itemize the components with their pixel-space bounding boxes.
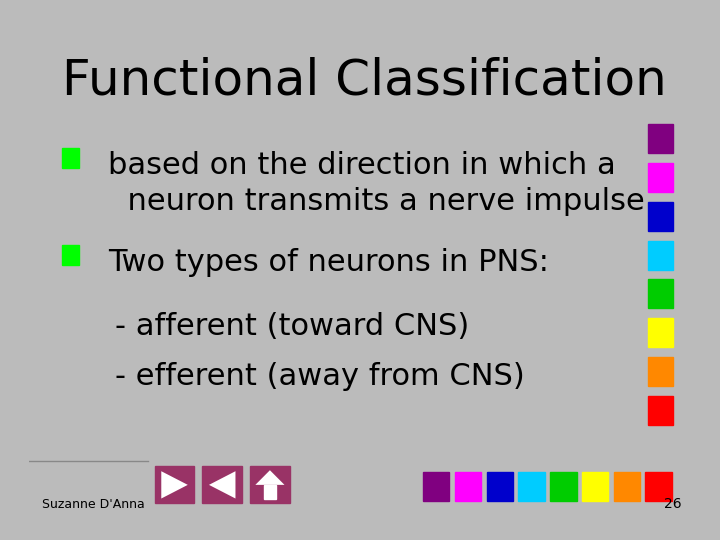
Bar bbox=[648, 202, 673, 231]
Bar bbox=[62, 245, 79, 265]
Bar bbox=[648, 124, 673, 153]
Bar bbox=[648, 241, 673, 269]
Bar bbox=[250, 466, 289, 503]
Text: 26: 26 bbox=[664, 497, 681, 511]
Text: Two types of neurons in PNS:: Two types of neurons in PNS: bbox=[108, 248, 549, 276]
Bar bbox=[264, 485, 276, 498]
Bar bbox=[646, 472, 672, 501]
Polygon shape bbox=[161, 471, 188, 498]
Bar bbox=[518, 472, 545, 501]
Text: Functional Classification: Functional Classification bbox=[62, 56, 667, 104]
Text: - efferent (away from CNS): - efferent (away from CNS) bbox=[115, 362, 525, 391]
Bar bbox=[648, 396, 673, 424]
Bar bbox=[62, 148, 79, 168]
Bar bbox=[648, 163, 673, 192]
Bar bbox=[648, 279, 673, 308]
Bar bbox=[613, 472, 640, 501]
Bar bbox=[423, 472, 449, 501]
Bar bbox=[202, 466, 242, 503]
Bar bbox=[487, 472, 513, 501]
Bar bbox=[582, 472, 608, 501]
Text: - afferent (toward CNS): - afferent (toward CNS) bbox=[115, 312, 469, 341]
Bar bbox=[648, 318, 673, 347]
Polygon shape bbox=[209, 471, 235, 498]
Bar bbox=[648, 357, 673, 386]
Polygon shape bbox=[256, 470, 284, 485]
Text: Suzanne D'Anna: Suzanne D'Anna bbox=[42, 498, 145, 511]
Text: based on the direction in which a
  neuron transmits a nerve impulse: based on the direction in which a neuron… bbox=[108, 151, 645, 215]
Bar bbox=[550, 472, 577, 501]
Bar bbox=[155, 466, 194, 503]
Bar bbox=[455, 472, 481, 501]
